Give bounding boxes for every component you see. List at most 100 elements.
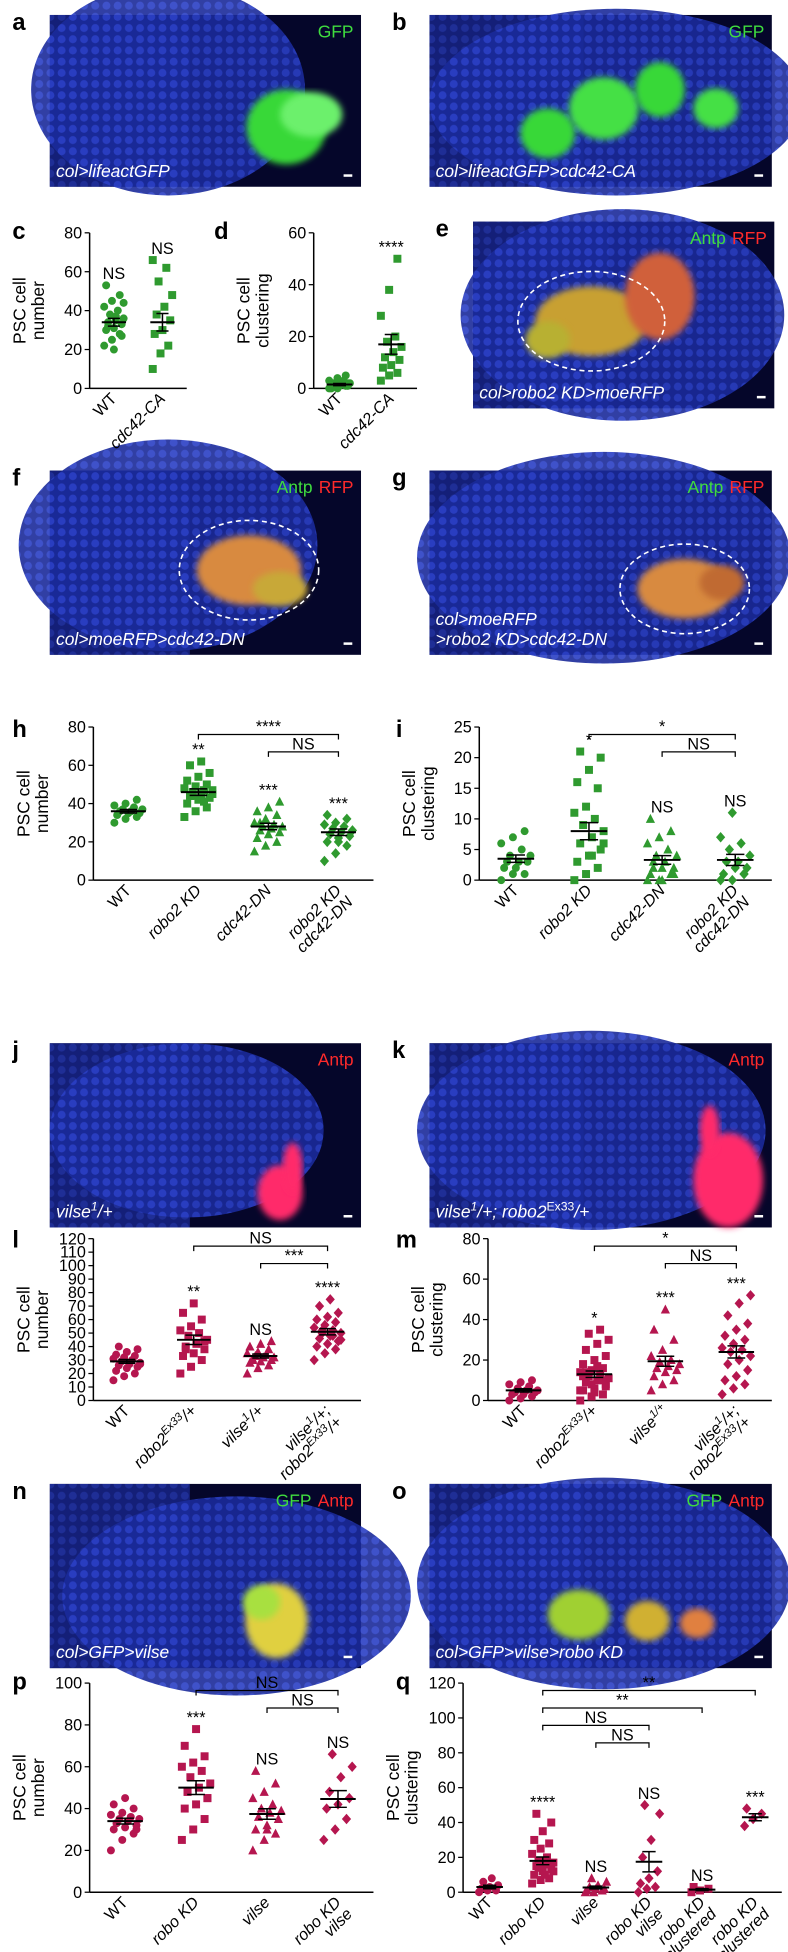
y-tick-label: 0 [447, 1884, 456, 1902]
stained-cells [699, 1105, 720, 1156]
text-part: WT [101, 1893, 132, 1924]
error-bar [384, 333, 398, 355]
category-label: WT [101, 1893, 132, 1924]
data-point [166, 316, 175, 325]
text-part: 1 [471, 1200, 478, 1214]
data-point [115, 291, 124, 300]
data-point [177, 1762, 186, 1771]
data-point [189, 1825, 198, 1834]
text-part: cdc42-DN [605, 881, 669, 945]
data-point [587, 1380, 596, 1389]
channel-labels: Antp RFP [687, 477, 764, 497]
stained-cells [679, 1608, 715, 1639]
group [325, 371, 354, 393]
data-point [133, 1345, 142, 1354]
error-bar [642, 1850, 656, 1873]
data-point [663, 844, 673, 854]
data-point [191, 807, 200, 816]
data-point [248, 1793, 258, 1803]
data-point [272, 810, 282, 820]
data-point [742, 1803, 752, 1814]
group [249, 796, 288, 856]
data-point [252, 833, 262, 843]
data-point [593, 1339, 602, 1348]
stained-cells [547, 1589, 610, 1640]
data-point [508, 870, 517, 879]
y-tick-label: 70 [68, 1298, 86, 1316]
data-point [657, 862, 667, 872]
data-point [263, 802, 274, 812]
data-point [322, 1311, 333, 1323]
significance: NS [651, 799, 674, 817]
data-point [642, 1883, 652, 1894]
data-point [479, 1877, 488, 1886]
data-point [716, 832, 726, 843]
category-label: vilse1/+ [217, 1401, 268, 1452]
data-point [669, 1334, 679, 1344]
text-part: robo KD [495, 1893, 550, 1948]
micrograph-panel: Antp vilse1/+; robo2Ex33/+ [417, 1030, 772, 1230]
data-point [112, 1350, 121, 1359]
data-point [660, 1367, 670, 1377]
data-point [312, 1341, 322, 1352]
data-point [245, 1341, 255, 1351]
data-point [270, 1828, 281, 1838]
text-part: WT [500, 1402, 531, 1433]
y-tick-label: 100 [429, 1710, 456, 1728]
y-axis-label: number [28, 1758, 48, 1817]
channel-label: GFP [729, 21, 765, 41]
group [106, 1794, 144, 1855]
significance: * [659, 718, 666, 736]
data-point [336, 1334, 346, 1346]
panel-letter: m [396, 1227, 417, 1253]
data-point [205, 768, 214, 777]
data-point [148, 256, 157, 265]
text-part: >robo2 KD>cdc42-DN [436, 629, 608, 649]
data-point [745, 1350, 756, 1362]
data-point [383, 337, 392, 346]
data-point [197, 757, 206, 766]
significance: **** [256, 718, 282, 736]
data-point [657, 1379, 668, 1389]
text-part: cdc42-CA [335, 390, 398, 453]
data-point [341, 1813, 352, 1825]
comparison-bracket [195, 1689, 339, 1696]
data-point [650, 1881, 660, 1893]
data-point [570, 808, 579, 817]
data-point [275, 827, 285, 837]
error-bar [748, 1813, 762, 1822]
significance: NS [585, 1709, 608, 1727]
y-tick-label: 60 [64, 263, 82, 281]
data-point [584, 1372, 593, 1381]
stained-cells [568, 77, 639, 140]
data-point [176, 1326, 185, 1335]
error-bar [329, 1789, 347, 1809]
data-point [376, 311, 385, 320]
y-tick-label: 80 [64, 1717, 82, 1735]
data-point [604, 1374, 613, 1383]
category-label: robo2 KD [534, 881, 595, 942]
data-point [508, 833, 517, 842]
text-part: /+; [476, 1202, 502, 1222]
micrograph-panel: Antp RFP col>moeRFP>robo2 KD>cdc42-DN [417, 451, 788, 664]
data-point [587, 851, 596, 860]
text-part: WT [492, 881, 523, 912]
data-point [742, 862, 752, 874]
y-tick-label: 80 [463, 1230, 481, 1248]
category-label: vilse [567, 1894, 603, 1930]
tissue-fill [429, 1483, 584, 1669]
data-point [573, 778, 582, 787]
y-tick-label: 40 [64, 302, 82, 320]
channel-labels: Antp [318, 1050, 354, 1070]
category-label: vilse [238, 1894, 274, 1930]
data-point [248, 1355, 258, 1365]
micrograph-panel: GFP Antp col>GFP>vilse [49, 1483, 411, 1696]
y-tick-label: 50 [68, 1325, 86, 1343]
data-point [576, 1368, 585, 1377]
data-point [347, 1761, 357, 1772]
data-point [118, 1835, 127, 1844]
y-tick-label: 30 [68, 1352, 86, 1370]
